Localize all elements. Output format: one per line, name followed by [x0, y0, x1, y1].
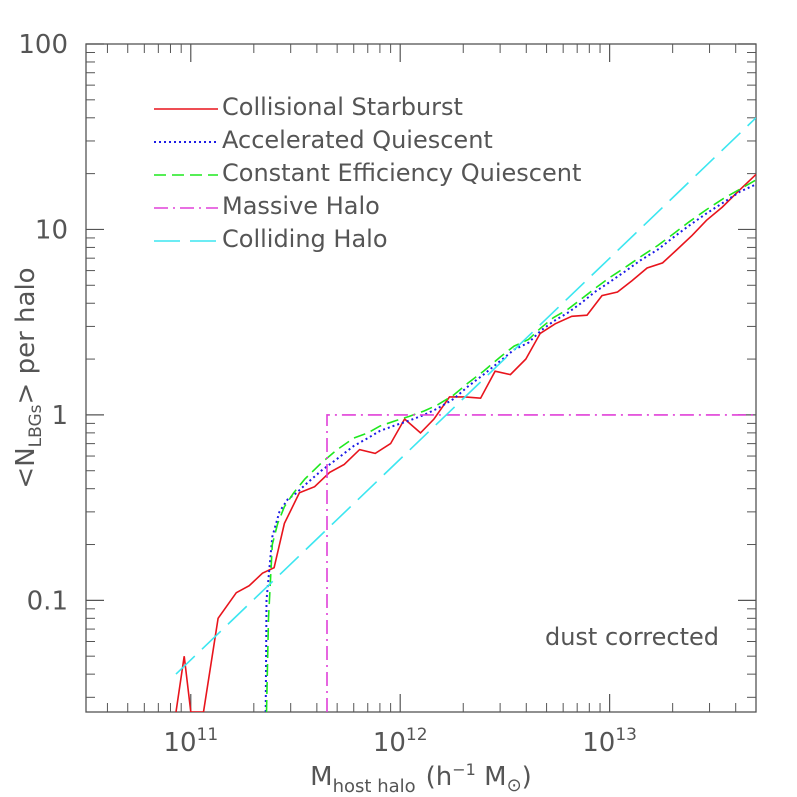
y-tick-label: 100 [18, 30, 68, 60]
x-axis-label-text: Mhost halo (h−1 M⊙) [310, 760, 532, 797]
legend-label: Massive Halo [222, 192, 380, 220]
legend-label: Constant Efficiency Quiescent [222, 159, 581, 187]
series-line-constant-efficiency-quiescent [265, 179, 756, 712]
y-tick-label: 1 [51, 401, 68, 431]
y-axis-label: <NLBGs> per halo [11, 267, 46, 488]
minor-ticks [86, 44, 757, 712]
y-tick-label: 10 [35, 215, 68, 245]
series-line-massive-halo [326, 414, 756, 712]
x-tick-label: 1013 [582, 725, 637, 758]
x-tick-label: 1012 [373, 725, 428, 758]
series-line-accelerated-quiescent [264, 183, 756, 712]
legend-label: Collisional Starburst [222, 93, 463, 121]
series-line-collisional-starburst [175, 173, 756, 712]
legend-label: Accelerated Quiescent [222, 126, 493, 154]
x-tick-label: 1011 [163, 725, 218, 758]
y-tick-label: 0.1 [27, 586, 68, 616]
series-line-colliding-halo [175, 117, 756, 675]
legend: Collisional Starburst Accelerated Quiesce… [154, 93, 581, 253]
major-ticks: 1011 1012 1013 0.1 1 10 100 [18, 30, 756, 758]
legend-label: Colliding Halo [222, 225, 388, 253]
annotation-dust-corrected: dust corrected [545, 623, 719, 651]
x-axis-label: Mhost halo (h−1 M⊙) [310, 760, 532, 797]
series-layer [175, 117, 756, 712]
y-axis-label-text: <NLBGs> per halo [11, 267, 46, 488]
plot-frame [85, 43, 757, 713]
